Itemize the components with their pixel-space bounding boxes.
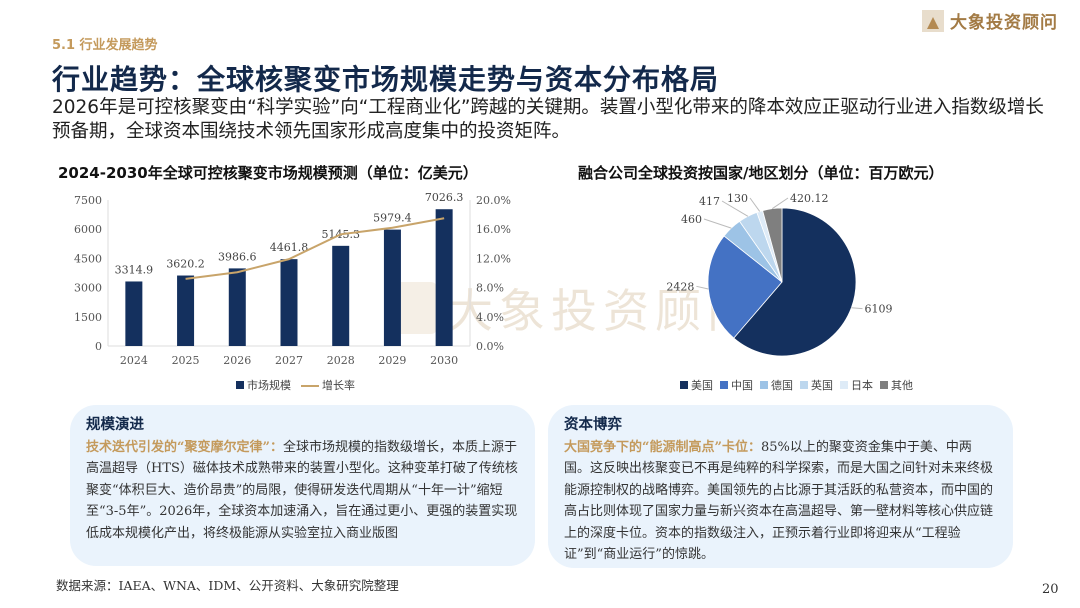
y-tick-label-right: 20.0%: [476, 194, 511, 207]
legend-item: 日本: [840, 377, 873, 393]
y-tick-label-right: 4.0%: [476, 311, 504, 324]
bar-value-label: 4461.8: [270, 241, 309, 254]
box-highlight: 技术迭代引发的“聚变摩尔定律”：: [86, 439, 283, 455]
x-tick-label: 2026: [223, 354, 251, 367]
pie-leader-line: [703, 218, 732, 229]
y-tick-label-right: 8.0%: [476, 282, 504, 295]
x-tick-label: 2024: [120, 354, 148, 367]
y-tick-label-left: 4500: [74, 252, 102, 265]
bar-value-label: 3314.9: [115, 263, 154, 276]
pie-leader-line: [771, 197, 789, 210]
bar-value-label: 5979.4: [373, 212, 412, 225]
legend-item: 美国: [680, 377, 713, 393]
box-body: 全球市场规模的指数级增长，本质上源于高温超导（HTS）磁体技术成熟带来的装置小型…: [86, 439, 518, 541]
x-tick-label: 2029: [378, 354, 406, 367]
box-title: 资本博弈: [564, 417, 622, 433]
bar: [228, 268, 246, 346]
watermark-text: 大象投资顾问: [447, 284, 759, 338]
bar-value-label: 7026.3: [425, 191, 464, 204]
x-tick-label: 2028: [327, 354, 355, 367]
bar-chart-legend: 市场规模 增长率: [236, 377, 355, 393]
y-tick-label-right: 0.0%: [476, 340, 504, 353]
pie-chart-legend: 美国 中国 德国 英国 日本 其他: [680, 377, 913, 393]
section-label: 5.1 行业发展趋势: [52, 38, 158, 53]
growth-rate-line: [185, 217, 445, 280]
logo-text: 大象投资顾问: [950, 13, 1058, 33]
legend-item-growth-rate: 增长率: [301, 377, 355, 393]
x-tick-label: 2025: [172, 354, 200, 367]
bar: [177, 275, 195, 346]
pie-value-label: 2428: [666, 280, 694, 293]
legend-item: 其他: [880, 377, 913, 393]
box-highlight: 大国竞争下的“能源制高点”卡位：: [564, 439, 761, 455]
pie-chart: 6109 2428 460 417 130 420.12: [666, 192, 893, 357]
y-tick-label-right: 12.0%: [476, 252, 511, 265]
x-tick-label: 2027: [275, 354, 303, 367]
elephant-logo-icon: [922, 9, 944, 32]
pie-value-label: 460: [681, 213, 702, 226]
bar-line-chart: 0 1500 3000 4500 6000 7500 0.0% 4.0% 8.0% 12.0% 16…: [74, 191, 511, 367]
pie-value-label: 417: [699, 195, 720, 208]
legend-item: 德国: [760, 377, 793, 393]
y-tick-label-left: 0: [95, 340, 102, 353]
bar: [280, 259, 298, 346]
bar: [435, 209, 453, 346]
page-title: 行业趋势：全球核聚变市场规模走势与资本分布格局: [52, 63, 720, 96]
legend-item-market-size: 市场规模: [236, 377, 291, 393]
page-number: 20: [1042, 582, 1059, 597]
y-tick-label-left: 6000: [74, 223, 102, 236]
data-source: 数据来源：IAEA、WNA、IDM、公开资料、大象研究院整理: [56, 578, 399, 593]
bar: [125, 281, 143, 346]
page-subtitle: 2026年是可控核聚变由“科学实验”向“工程商业化”跨越的关键期。装置小型化带来…: [52, 97, 1044, 142]
bar-value-label: 3986.6: [218, 250, 257, 263]
pie-chart-title: 融合公司全球投资按国家/地区划分（单位：百万欧元）: [578, 164, 944, 182]
bar: [383, 229, 401, 346]
y-tick-label-left: 7500: [74, 194, 102, 207]
brand-logo: 大象投资顾问: [922, 8, 1058, 33]
legend-item: 英国: [800, 377, 833, 393]
pie-leader-line: [721, 200, 749, 217]
y-tick-label-right: 16.0%: [476, 223, 511, 236]
pie-slice: [733, 207, 857, 357]
pie-value-label: 6109: [865, 303, 893, 316]
box-title: 规模演进: [86, 417, 144, 433]
capital-game-box: 资本博弈 大国竞争下的“能源制高点”卡位：85%以上的聚变资金集中于美、中两国。…: [548, 405, 1013, 568]
pie-slice: [762, 207, 783, 283]
y-tick-label-left: 3000: [74, 282, 102, 295]
pie-leader-line: [696, 285, 709, 290]
bar-value-label: 3620.2: [166, 258, 205, 271]
y-tick-label-left: 1500: [74, 311, 102, 324]
pie-value-label: 130: [727, 192, 748, 205]
legend-item: 中国: [720, 377, 753, 393]
bar: [332, 245, 350, 346]
pie-leader-line: [749, 197, 761, 212]
box-body: 85%以上的聚变资金集中于美、中两国。这反映出核聚变已不再是纯粹的科学探索，而是…: [564, 439, 994, 563]
x-tick-label: 2030: [430, 354, 458, 367]
pie-value-label: 420.12: [790, 192, 829, 205]
bar-chart-title: 2024-2030年全球可控核聚变市场规模预测（单位：亿美元）: [58, 164, 478, 182]
pie-leader-line: [851, 307, 863, 310]
scale-evolution-box: 规模演进 技术迭代引发的“聚变摩尔定律”：全球市场规模的指数级增长，本质上源于高…: [70, 405, 535, 566]
